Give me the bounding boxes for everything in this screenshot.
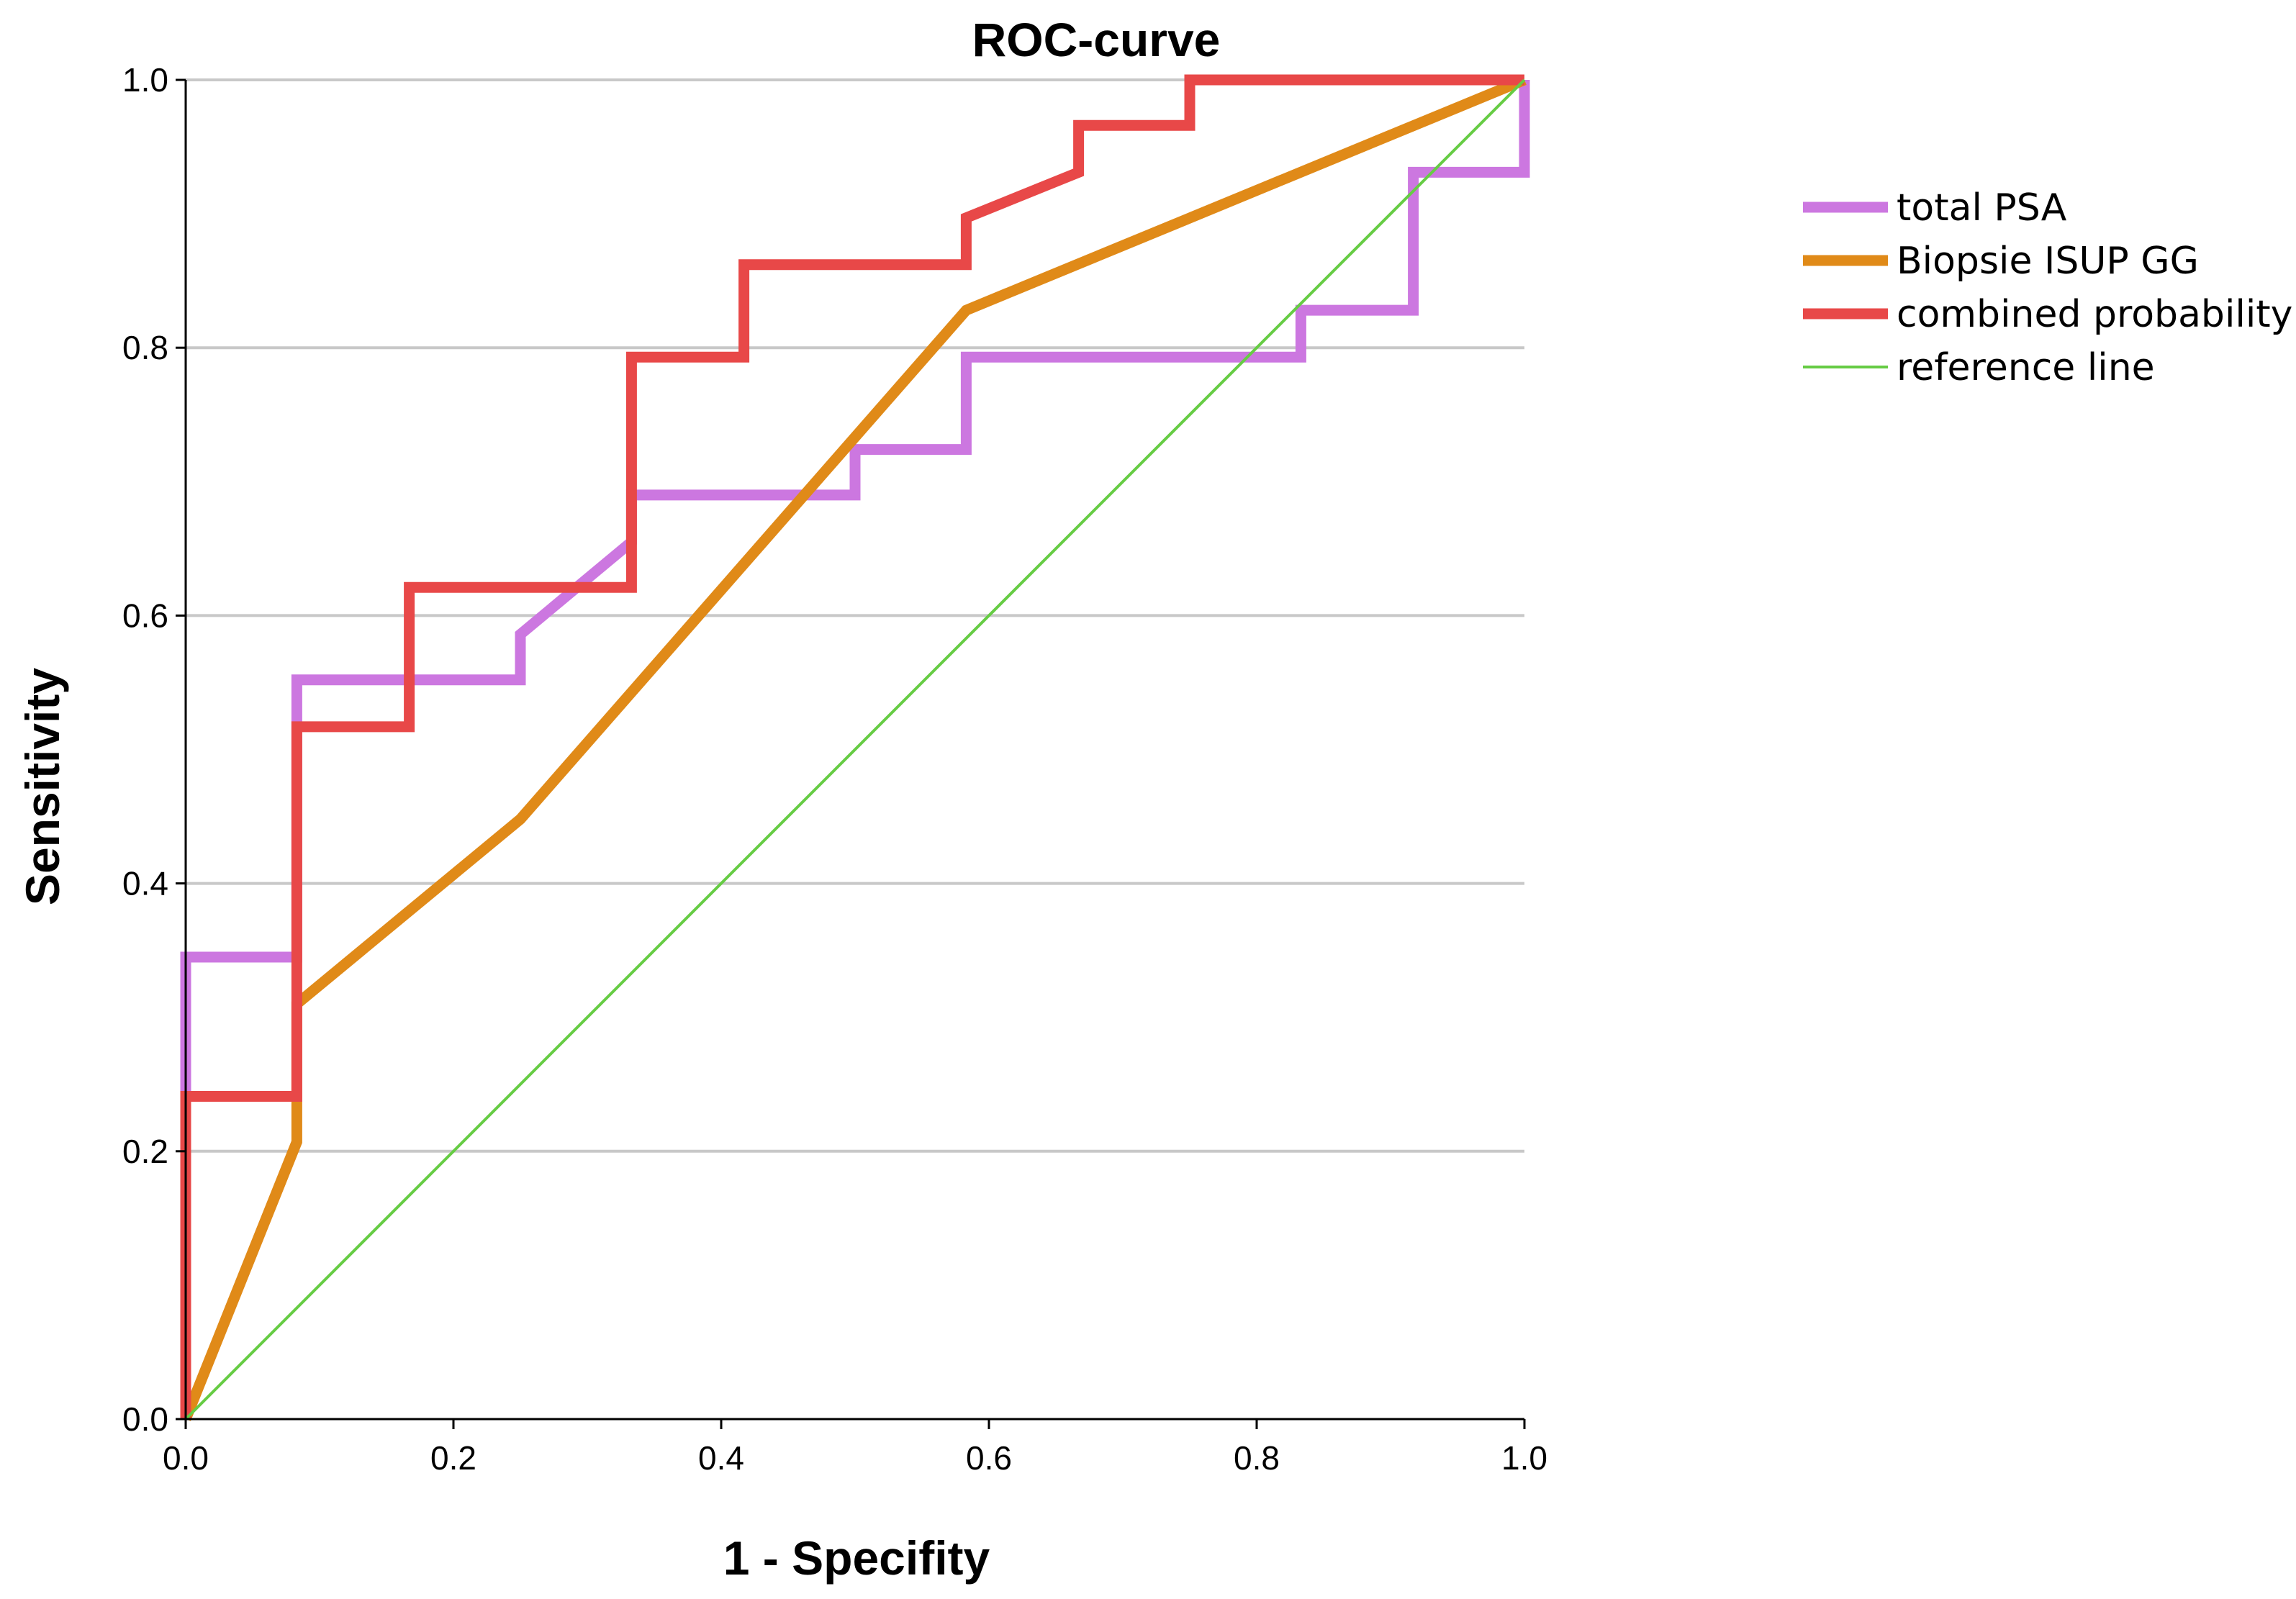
series-line-combined-probability	[180, 74, 1524, 1419]
y-axis-label: Sensitivity	[16, 668, 69, 905]
series-layer	[180, 74, 1530, 1421]
series-line-biopsie-isup-gg	[181, 75, 1527, 1421]
y-tick-label: 0.8	[122, 329, 168, 366]
y-tick-label: 0.2	[122, 1133, 168, 1170]
x-tick-label: 0.6	[966, 1439, 1012, 1477]
y-tick-label: 0.0	[122, 1400, 168, 1438]
x-tick-label: 0.2	[430, 1439, 476, 1477]
tick-labels: 0.0 0.2 0.4 0.6 0.8 1.0 0.0 0.2 0.4 0.6 0.8 1.0	[122, 61, 1547, 1477]
y-tick-label: 0.6	[122, 597, 168, 634]
legend-label: combined probability	[1897, 293, 2292, 336]
legend-label: reference line	[1897, 346, 2155, 389]
x-tick-label: 0.0	[163, 1439, 209, 1477]
chart-title: ROC-curve	[972, 13, 1221, 66]
legend-label: Biopsie ISUP GG	[1897, 240, 2199, 283]
x-axis-label: 1 - Specifity	[723, 1531, 990, 1585]
y-tick-label: 0.4	[122, 865, 168, 902]
legend: total PSA Biopsie ISUP GG combined probabi…	[1803, 186, 2292, 389]
axes	[176, 78, 1526, 1429]
series-line-reference-line	[184, 78, 1526, 1421]
x-tick-label: 1.0	[1501, 1439, 1547, 1477]
legend-label: total PSA	[1897, 186, 2067, 230]
y-tick-label: 1.0	[122, 61, 168, 99]
x-tick-label: 0.8	[1234, 1439, 1280, 1477]
x-tick-label: 0.4	[698, 1439, 744, 1477]
